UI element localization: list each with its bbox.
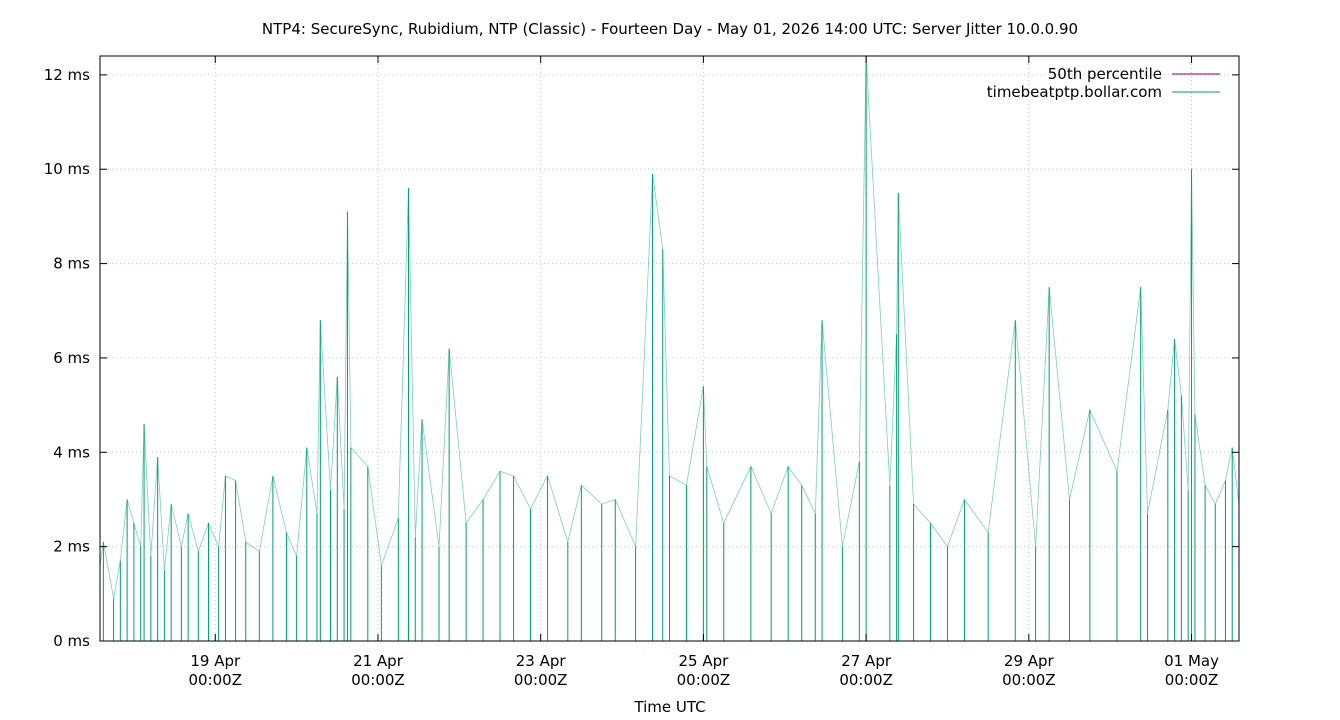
x-tick-label-date: 27 Apr — [841, 652, 892, 670]
x-tick-label-date: 19 Apr — [190, 652, 241, 670]
x-tick-label-time: 00:00Z — [514, 671, 568, 689]
series-layer — [99, 55, 1240, 641]
y-tick-label: 2 ms — [53, 538, 90, 556]
plot-frame — [99, 55, 1240, 642]
x-tick-label-date: 25 Apr — [678, 652, 729, 670]
y-tick-label: 12 ms — [44, 66, 90, 84]
x-tick-label-time: 00:00Z — [677, 671, 731, 689]
series-1 — [99, 55, 1240, 641]
y-tick-label: 4 ms — [53, 443, 90, 461]
y-tick-label: 10 ms — [44, 160, 90, 178]
x-tick-label-time: 00:00Z — [1165, 671, 1219, 689]
chart-title: NTP4: SecureSync, Rubidium, NTP (Classic… — [262, 20, 1078, 38]
x-tick-label-date: 29 Apr — [1004, 652, 1055, 670]
y-tick-label: 6 ms — [53, 349, 90, 367]
legend-label-50th-percentile: 50th percentile — [1048, 65, 1162, 83]
x-tick-label-date: 23 Apr — [516, 652, 567, 670]
x-tick-label-time: 00:00Z — [188, 671, 242, 689]
y-tick-label: 0 ms — [53, 632, 90, 650]
x-tick-label-time: 00:00Z — [1002, 671, 1056, 689]
x-tick-label-time: 00:00Z — [839, 671, 893, 689]
legend-label-timebeatptp: timebeatptp.bollar.com — [987, 83, 1162, 101]
legend: 50th percentile timebeatptp.bollar.com — [987, 65, 1220, 101]
x-tick-label-date: 01 May — [1164, 652, 1219, 670]
x-tick-label-date: 21 Apr — [353, 652, 404, 670]
x-tick-label-time: 00:00Z — [351, 671, 405, 689]
series-line — [99, 55, 1240, 599]
y-tick-label: 8 ms — [53, 255, 90, 273]
x-axis-title: Time UTC — [633, 698, 705, 716]
